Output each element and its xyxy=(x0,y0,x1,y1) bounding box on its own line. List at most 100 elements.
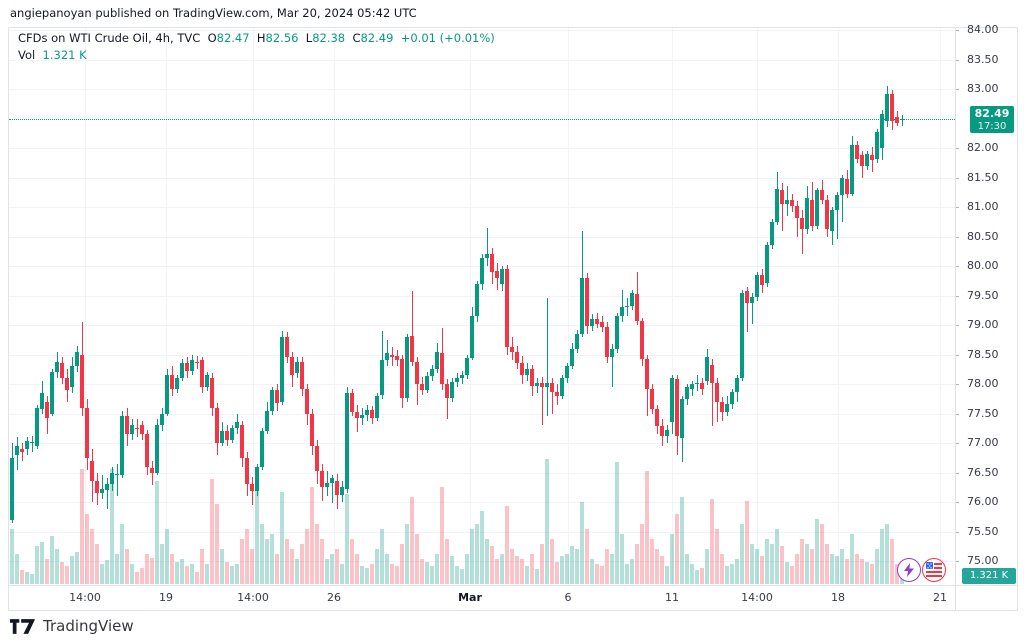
candle-body xyxy=(520,363,524,375)
candle-body xyxy=(200,360,204,387)
lightning-bolt-glyph xyxy=(904,563,914,577)
tradingview-logo-icon xyxy=(10,618,36,634)
candle-body xyxy=(490,254,494,272)
volume-bar xyxy=(215,504,219,584)
v-gridline xyxy=(166,28,167,585)
v-gridline xyxy=(757,28,758,585)
candle-body xyxy=(900,119,904,120)
candle-body xyxy=(130,425,134,434)
candle-body xyxy=(710,365,714,383)
volume-bar xyxy=(520,559,524,584)
volume-bar xyxy=(805,544,809,584)
candle-wick xyxy=(487,228,488,266)
volume-bar xyxy=(30,574,34,584)
open-label: O xyxy=(207,31,217,45)
price-axis-label: 78.50 xyxy=(967,348,999,361)
price-tick xyxy=(955,266,959,267)
volume-bar xyxy=(560,556,564,584)
v-gridline xyxy=(672,28,673,585)
flag-idea-icon[interactable] xyxy=(922,558,946,582)
low-label: L xyxy=(305,31,313,45)
candle-body xyxy=(645,359,649,389)
candle-body xyxy=(475,284,479,316)
volume-value-badge: 1.321 K xyxy=(962,568,1016,584)
volume-bar xyxy=(525,566,529,584)
candle-body xyxy=(375,396,379,418)
volume-bar xyxy=(100,564,104,584)
candle-body xyxy=(400,359,404,398)
volume-bar xyxy=(295,559,299,584)
candle-body xyxy=(555,392,559,396)
price-axis-label: 77.00 xyxy=(967,436,999,449)
volume-bar xyxy=(300,544,304,584)
h-gridline xyxy=(9,178,955,179)
candle-wick xyxy=(332,475,333,503)
volume-bar xyxy=(665,566,669,584)
candle-body xyxy=(325,483,329,487)
volume-bar xyxy=(875,549,879,584)
candle-wick xyxy=(612,344,613,387)
volume-bar xyxy=(720,554,724,584)
candle-body xyxy=(450,382,454,398)
volume-bar xyxy=(380,529,384,584)
v-gridline xyxy=(940,28,941,585)
h-gridline xyxy=(9,89,955,90)
candle-body xyxy=(830,210,834,231)
volume-bar xyxy=(250,549,254,584)
v-gridline xyxy=(470,28,471,585)
candle-body xyxy=(160,414,164,425)
volume-bar xyxy=(450,556,454,584)
volume-bar xyxy=(150,558,154,584)
volume-bar xyxy=(290,549,294,584)
candle-body xyxy=(760,275,764,285)
volume-bar xyxy=(400,544,404,584)
candle-body xyxy=(595,319,599,324)
lightning-idea-icon[interactable] xyxy=(897,558,921,582)
volume-bar xyxy=(470,529,474,584)
volume-bar xyxy=(330,554,334,584)
volume-bar xyxy=(555,562,559,584)
candle-wick xyxy=(837,192,838,239)
volume-bar xyxy=(630,559,634,584)
candle-body xyxy=(275,390,279,403)
candle-body xyxy=(150,468,154,473)
candle-wick xyxy=(797,201,798,237)
candle-body xyxy=(745,291,749,303)
time-axis-label: 19 xyxy=(159,591,173,604)
attribution-text: angiepanoyan published on TradingView.co… xyxy=(10,6,417,20)
candle-body xyxy=(790,200,794,206)
candle-body xyxy=(185,363,189,371)
volume-bar xyxy=(610,554,614,584)
volume-bar xyxy=(795,554,799,584)
candle-body xyxy=(45,402,49,418)
time-axis-label: 26 xyxy=(327,591,341,604)
tradingview-logo[interactable]: TradingView xyxy=(10,617,134,635)
volume-bar xyxy=(690,564,694,584)
volume-bar xyxy=(265,539,269,584)
candle-body xyxy=(525,369,529,375)
candle-body xyxy=(615,316,619,349)
volume-bar xyxy=(730,564,734,584)
volume-bar xyxy=(240,539,244,584)
volume-bar xyxy=(85,514,89,584)
high-label: H xyxy=(256,31,266,45)
candle-body xyxy=(100,489,104,493)
candle-body xyxy=(690,384,694,389)
volume-bar xyxy=(585,529,589,584)
candle-body xyxy=(155,425,159,473)
candle-body xyxy=(780,190,784,204)
candle-body xyxy=(545,383,549,387)
candle-body xyxy=(195,362,199,363)
price-axis-separator xyxy=(955,27,956,611)
candle-body xyxy=(295,362,299,373)
candle-body xyxy=(175,378,179,389)
volume-bar xyxy=(145,554,149,584)
volume-bar xyxy=(750,544,754,584)
candle-body xyxy=(670,378,674,422)
candle-body xyxy=(240,425,244,458)
close-value: 82.49 xyxy=(360,31,394,45)
h-gridline xyxy=(9,60,955,61)
candle-body xyxy=(640,321,644,359)
